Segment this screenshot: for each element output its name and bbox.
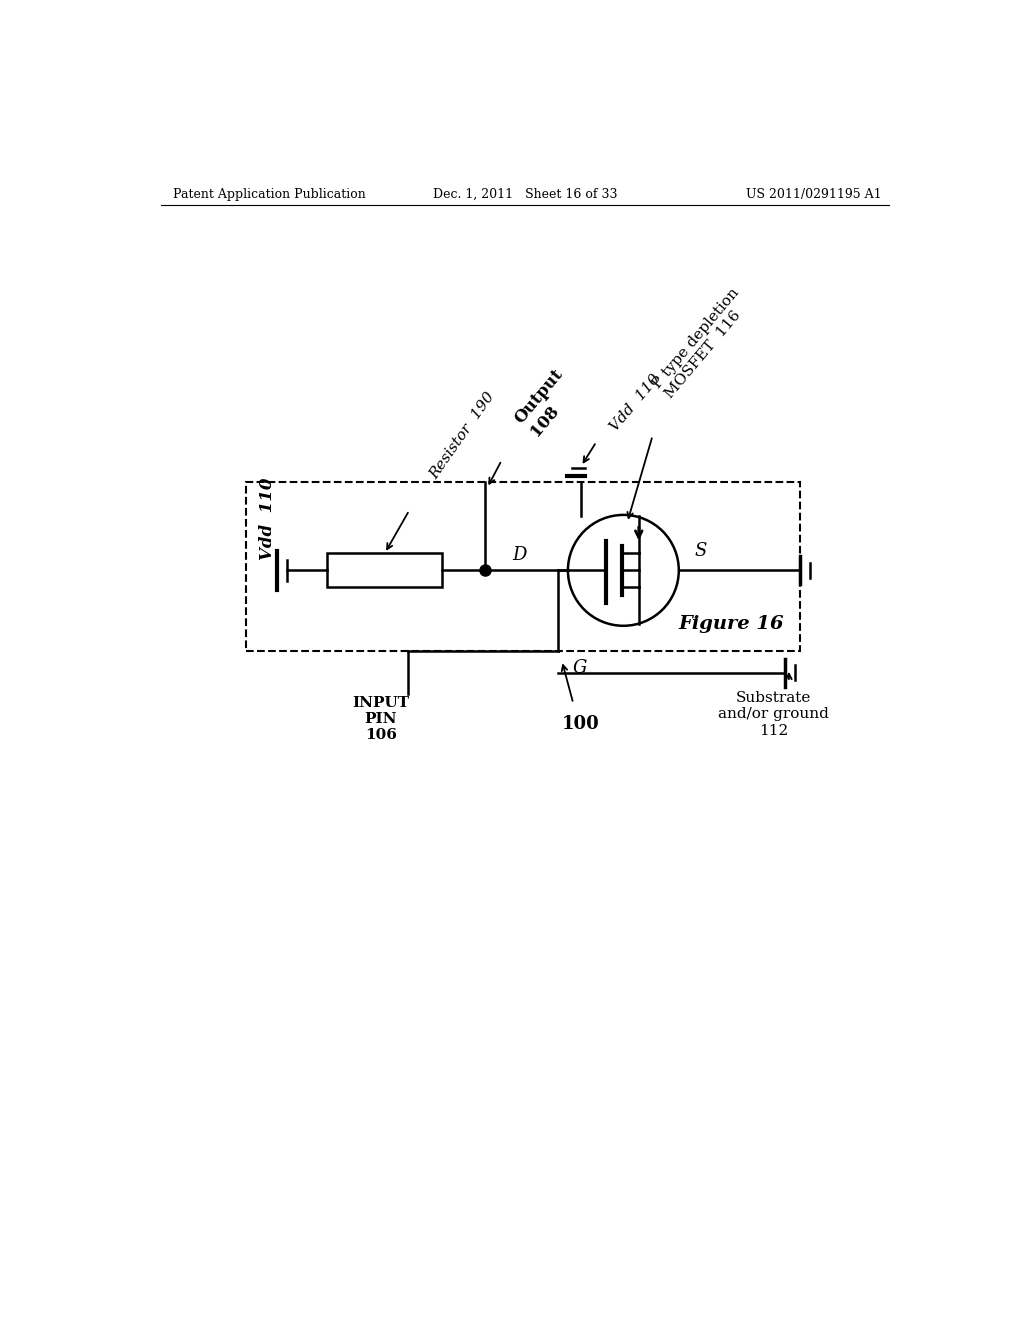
- Text: Figure 16: Figure 16: [678, 615, 784, 634]
- Text: Output
108: Output 108: [512, 366, 582, 440]
- Text: Patent Application Publication: Patent Application Publication: [173, 187, 366, 201]
- Text: INPUT
PIN
106: INPUT PIN 106: [352, 696, 410, 742]
- Text: 100: 100: [562, 715, 600, 734]
- Text: Vdd  110: Vdd 110: [608, 372, 664, 434]
- Bar: [327, 553, 442, 587]
- Text: US 2011/0291195 A1: US 2011/0291195 A1: [745, 187, 882, 201]
- Text: D: D: [512, 546, 526, 564]
- Text: Resistor  190: Resistor 190: [427, 389, 498, 482]
- Text: Vdd  110: Vdd 110: [259, 477, 276, 560]
- Text: P type depletion
MOSFET  116: P type depletion MOSFET 116: [650, 285, 755, 401]
- Text: Dec. 1, 2011   Sheet 16 of 33: Dec. 1, 2011 Sheet 16 of 33: [432, 187, 617, 201]
- Bar: [246, 482, 801, 651]
- Text: G: G: [572, 659, 587, 677]
- Text: S: S: [694, 543, 707, 560]
- Text: Substrate
and/or ground
112: Substrate and/or ground 112: [718, 692, 829, 738]
